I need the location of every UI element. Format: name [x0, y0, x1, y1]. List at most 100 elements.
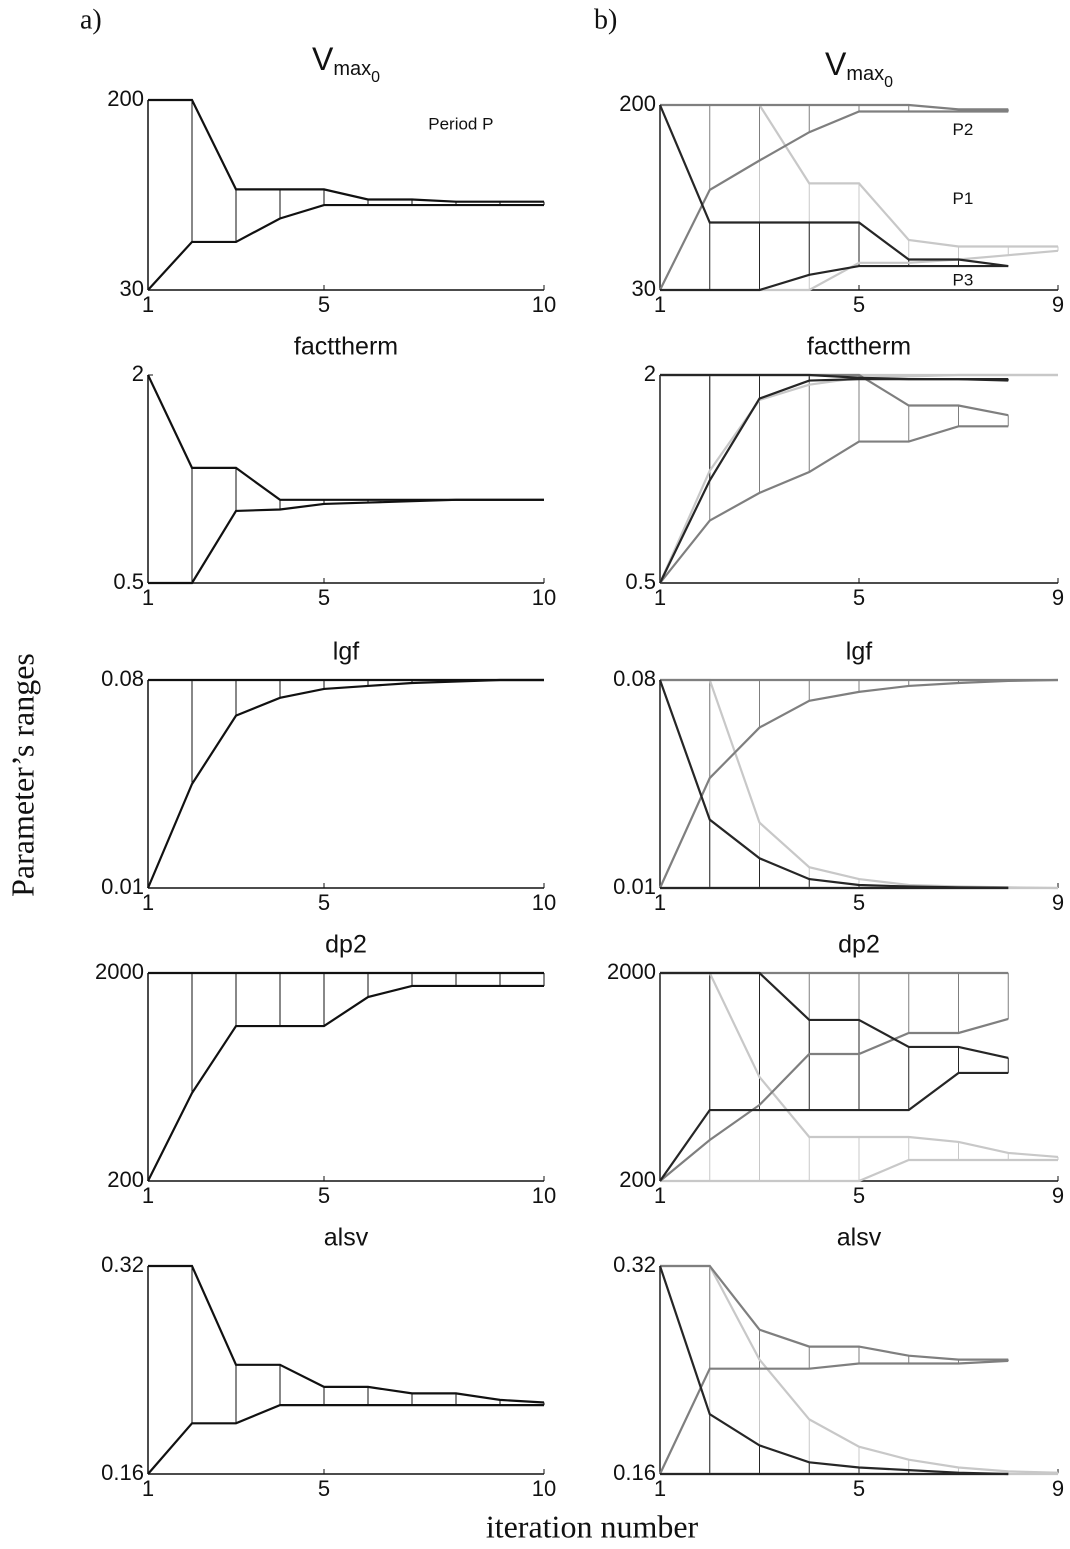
y-tick-label: 0.01: [101, 874, 144, 899]
upper-bound-line: [148, 98, 544, 203]
chart-title: alsv: [837, 1224, 882, 1252]
x-tick-label: 9: [1052, 292, 1064, 317]
x-axis-label: iteration number: [486, 1508, 699, 1544]
x-tick-label: 9: [1052, 585, 1064, 610]
lower-bound-line: [147, 203, 544, 291]
x-tick-label: 1: [142, 1476, 154, 1501]
upper-bound-line: [658, 1265, 1009, 1476]
chart-title: facttherm: [294, 333, 398, 361]
chart-title: alsv: [324, 1224, 369, 1252]
x-tick-label: 1: [654, 890, 666, 915]
x-tick-label: 5: [318, 890, 330, 915]
y-tick-label: 200: [619, 91, 656, 116]
x-tick-label: 9: [1052, 1183, 1064, 1208]
lower-bound-line: [759, 249, 1059, 292]
upper-bound-line: [660, 971, 1059, 1159]
x-tick-label: 1: [654, 292, 666, 317]
series-label: P2: [953, 120, 974, 139]
chart-title: lgf: [333, 638, 359, 666]
chart-title: lgf: [846, 638, 872, 666]
chart-title: Vmax0: [312, 41, 380, 86]
lower-bound-line: [147, 984, 544, 1182]
lower-bound-line: [660, 1158, 1058, 1183]
series-label: P3: [953, 271, 974, 290]
lower-bound-line: [659, 110, 1009, 291]
y-axis-label: Parameter’s ranges: [4, 653, 40, 897]
x-tick-label: 10: [532, 1183, 556, 1208]
title-part: max: [333, 58, 371, 80]
y-tick-label: 0.5: [113, 569, 144, 594]
lower-bound-line: [659, 378, 1009, 584]
y-tick-label: 0.32: [613, 1252, 656, 1277]
x-tick-label: 9: [1052, 890, 1064, 915]
x-tick-label: 1: [654, 585, 666, 610]
title-part: V: [825, 46, 847, 82]
x-tick-label: 5: [853, 1183, 865, 1208]
x-tick-label: 10: [532, 585, 556, 610]
x-tick-label: 1: [654, 1183, 666, 1208]
annotation: Period P: [428, 114, 493, 133]
y-tick-label: 200: [619, 1167, 656, 1192]
x-tick-label: 5: [853, 1476, 865, 1501]
lower-bound-line: [660, 264, 1009, 292]
upper-bound-line: [660, 971, 1009, 1060]
upper-bound-line: [658, 679, 1009, 889]
x-tick-label: 10: [532, 890, 556, 915]
lower-bound-line: [659, 1017, 1009, 1182]
title-part: 0: [884, 74, 893, 91]
chart-title: dp2: [325, 931, 367, 959]
x-tick-label: 5: [318, 585, 330, 610]
y-tick-label: 200: [107, 1167, 144, 1192]
x-tick-label: 1: [142, 585, 154, 610]
title-part: 0: [371, 69, 380, 86]
y-tick-label: 30: [632, 276, 656, 301]
upper-bound-line: [660, 1264, 1059, 1474]
x-tick-label: 1: [142, 292, 154, 317]
panel-label: a): [80, 4, 102, 35]
x-tick-label: 5: [318, 1476, 330, 1501]
x-tick-label: 10: [532, 292, 556, 317]
y-tick-label: 0.32: [101, 1252, 144, 1277]
y-tick-label: 0.01: [613, 874, 656, 899]
upper-bound-line: [660, 678, 1059, 890]
y-tick-label: 0.16: [101, 1460, 144, 1485]
upper-bound-line: [660, 1264, 1009, 1361]
x-tick-label: 1: [654, 1476, 666, 1501]
upper-bound-line: [147, 374, 544, 501]
upper-bound-line: [658, 104, 1009, 268]
y-tick-label: 0.16: [613, 1460, 656, 1485]
y-tick-label: 200: [107, 86, 144, 111]
x-tick-label: 1: [142, 1183, 154, 1208]
x-tick-label: 5: [853, 292, 865, 317]
lower-bound-line: [659, 1359, 1009, 1475]
chart-title: facttherm: [807, 333, 911, 361]
x-tick-label: 5: [318, 292, 330, 317]
x-tick-label: 5: [853, 585, 865, 610]
upper-bound-line: [660, 103, 1009, 111]
y-tick-label: 0.5: [625, 569, 656, 594]
x-tick-label: 10: [532, 1476, 556, 1501]
lower-bound-line: [659, 1071, 1009, 1182]
series-label: P1: [953, 189, 974, 208]
upper-bound-line: [148, 1264, 545, 1404]
title-part: V: [312, 41, 334, 77]
lower-bound-line: [148, 498, 544, 585]
y-tick-label: 2: [132, 361, 144, 386]
lower-bound-line: [147, 1404, 544, 1475]
chart-title: Vmax0: [825, 46, 893, 91]
lower-bound-line: [146, 678, 544, 889]
y-tick-label: 2: [644, 361, 656, 386]
chart-title: dp2: [838, 931, 880, 959]
y-tick-label: 2000: [95, 959, 144, 984]
x-tick-label: 5: [853, 890, 865, 915]
y-tick-label: 30: [120, 276, 144, 301]
y-tick-label: 0.08: [101, 666, 144, 691]
x-tick-label: 1: [142, 890, 154, 915]
title-part: max: [846, 63, 884, 85]
panel-label: b): [594, 4, 617, 35]
x-tick-label: 9: [1052, 1476, 1064, 1501]
y-tick-label: 2000: [607, 959, 656, 984]
lower-bound-line: [659, 425, 1009, 584]
